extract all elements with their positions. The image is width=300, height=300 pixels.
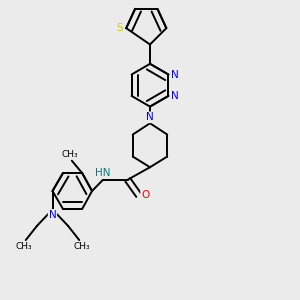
Text: N: N [146,112,154,122]
Text: N: N [171,70,179,80]
Text: O: O [141,190,149,200]
Text: N: N [171,91,179,101]
Text: CH₃: CH₃ [15,242,32,251]
Text: HN: HN [95,168,111,178]
Text: N: N [49,210,56,220]
Text: CH₃: CH₃ [73,242,90,251]
Text: S: S [116,23,123,33]
Text: CH₃: CH₃ [61,150,78,159]
